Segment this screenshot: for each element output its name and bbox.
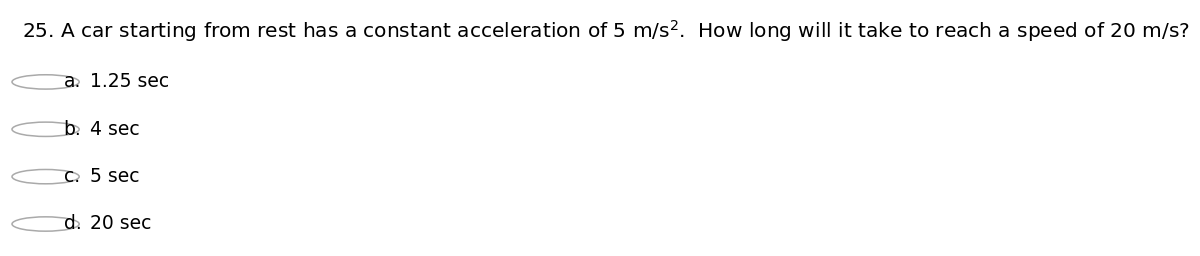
- Text: d.: d.: [64, 215, 82, 233]
- Text: 25. A car starting from rest has a constant acceleration of 5 m/s$^2$.  How long: 25. A car starting from rest has a const…: [22, 18, 1189, 44]
- Text: 5 sec: 5 sec: [90, 167, 139, 186]
- Text: 1.25 sec: 1.25 sec: [90, 72, 169, 91]
- Text: c.: c.: [64, 167, 79, 186]
- Text: 20 sec: 20 sec: [90, 215, 151, 233]
- Text: 4 sec: 4 sec: [90, 120, 139, 139]
- Text: a.: a.: [64, 72, 80, 91]
- Circle shape: [12, 75, 79, 89]
- Circle shape: [12, 122, 79, 136]
- Circle shape: [12, 217, 79, 231]
- Circle shape: [12, 169, 79, 184]
- Text: b.: b.: [64, 120, 82, 139]
